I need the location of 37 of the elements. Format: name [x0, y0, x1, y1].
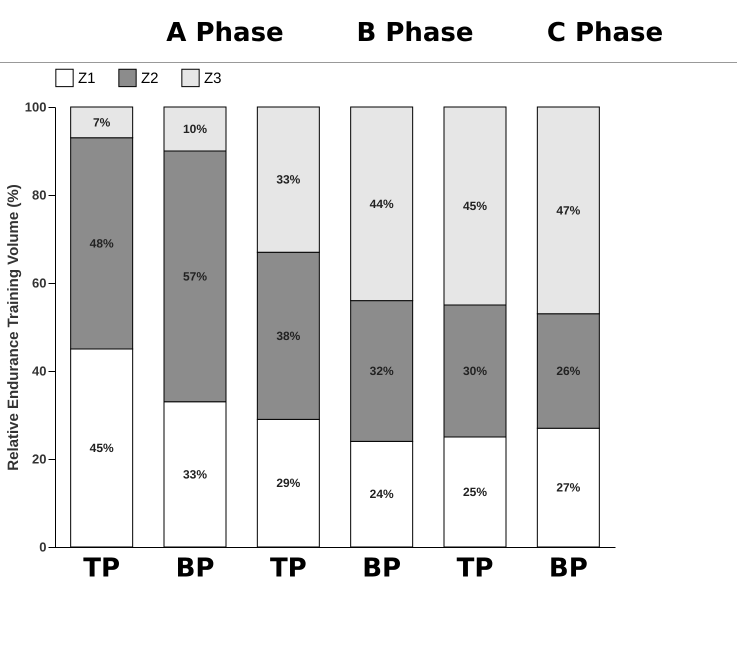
y-tick-label: 20: [32, 452, 46, 466]
legend-label: Z3: [204, 70, 222, 87]
y-tick-label: 0: [39, 540, 46, 554]
y-tick-label: 100: [24, 100, 46, 114]
y-axis-title: Relative Endurance Training Volume (%): [4, 184, 22, 471]
x-tick-label: BP: [548, 554, 588, 584]
data-label: 33%: [182, 467, 208, 482]
legend-label: Z1: [78, 70, 96, 87]
data-label: 45%: [462, 199, 488, 213]
x-tick-label: TP: [270, 554, 307, 584]
data-label: 48%: [90, 236, 114, 250]
data-label: 26%: [556, 364, 581, 378]
data-label: 47%: [556, 203, 581, 218]
y-tick-label: 60: [32, 276, 46, 290]
y-tick-label: 40: [32, 364, 46, 378]
data-label: 30%: [462, 364, 488, 378]
text: A Phase: [165, 18, 285, 48]
legend-label: Z2: [141, 70, 159, 87]
data-label: 33%: [276, 172, 301, 187]
x-tick-label: TP: [83, 554, 120, 584]
x-tick-label: BP: [362, 554, 402, 584]
data-label: 44%: [370, 196, 394, 211]
data-label: 57%: [182, 269, 208, 284]
y-tick-label: 80: [32, 188, 46, 202]
x-tick-label: TP: [456, 554, 494, 584]
data-label: 10%: [182, 122, 208, 136]
data-label: 25%: [462, 485, 488, 499]
data-label: 45%: [90, 441, 114, 455]
text: C Phase: [546, 18, 664, 48]
data-label: 24%: [370, 487, 394, 502]
data-label: 7%: [92, 115, 111, 130]
text: B Phase: [355, 18, 475, 48]
data-label: 38%: [276, 328, 301, 343]
data-label: 32%: [370, 364, 394, 378]
data-label: 29%: [276, 476, 301, 490]
x-tick-label: BP: [176, 554, 214, 584]
data-label: 27%: [556, 480, 581, 495]
